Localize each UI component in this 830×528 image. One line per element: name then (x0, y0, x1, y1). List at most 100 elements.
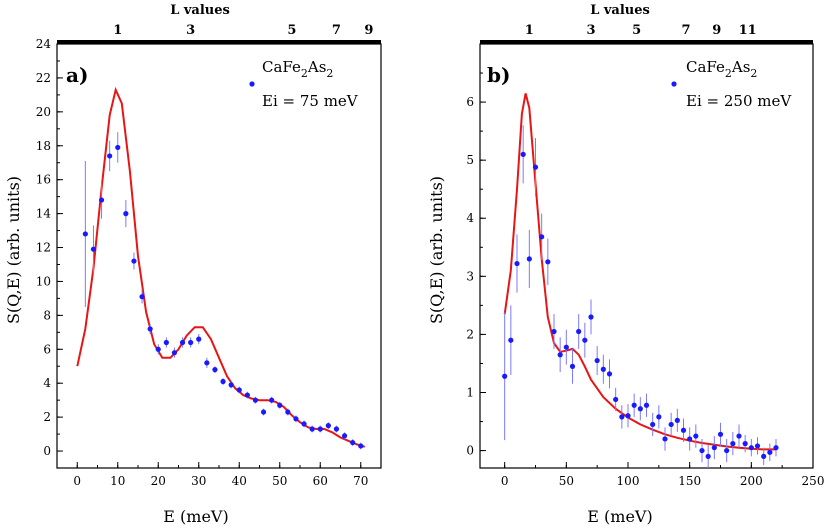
y-axis-title: S(Q,E) (arb. units) (4, 176, 23, 324)
top-tick-label: 7 (332, 23, 341, 38)
y-tick-label: 20 (36, 105, 51, 119)
top-tick-label: 11 (739, 23, 757, 38)
data-point (557, 352, 563, 358)
data-point (90, 246, 97, 252)
top-tick-label: 7 (681, 23, 690, 38)
top-tick-label: 9 (712, 23, 721, 38)
x-tick-label: 0 (73, 474, 81, 488)
data-point (520, 151, 526, 157)
x-tick-label: 10 (110, 474, 125, 488)
data-point (333, 426, 340, 432)
data-point (532, 164, 539, 170)
x-axis-title: E (meV) (163, 507, 228, 526)
data-point (717, 431, 724, 437)
y-tick-label: 1 (466, 385, 474, 399)
data-point (730, 441, 736, 447)
data-point (98, 197, 105, 203)
x-tick-label: 100 (617, 474, 640, 488)
legend: CaFe2As2 Ei = 250 meV (671, 58, 792, 110)
y-tick-label: 0 (466, 444, 474, 458)
data-point (514, 260, 520, 267)
data-point (82, 231, 88, 237)
data-point (563, 344, 569, 350)
x-tick-label: 70 (353, 474, 368, 488)
data-point (754, 443, 761, 449)
y-tick-label: 24 (36, 37, 52, 51)
top-tick-label: 3 (586, 23, 595, 38)
data-point (301, 421, 307, 427)
y-tick-label: 2 (466, 327, 474, 341)
x-axis-ticks: 0 50 100 150 200 250 (501, 462, 824, 488)
y-tick-label: 0 (43, 444, 51, 458)
data-point (539, 234, 545, 240)
data-point (761, 453, 767, 459)
fit-curve (76, 86, 366, 448)
data-point (736, 433, 742, 439)
y-tick-label: 18 (36, 139, 51, 153)
data-point (123, 211, 129, 217)
y-axis-title: S(Q,E) (arb. units) (427, 176, 446, 324)
data-point (252, 397, 259, 403)
top-axis-ticks: 1 3 5 7 9 11 (525, 23, 757, 38)
fit-curve (503, 93, 776, 451)
data-point (204, 360, 210, 366)
data-point (179, 339, 186, 346)
panel-label: b) (487, 63, 510, 87)
data-point (139, 294, 145, 300)
data-point (600, 366, 606, 372)
y-tick-label: 10 (36, 274, 51, 288)
y-tick-label: 4 (43, 376, 51, 390)
panel-a: L values 1 3 5 7 9 a) CaFe2As2 Ei = 75 meV E… (4, 3, 382, 526)
data-points (82, 132, 364, 450)
data-point (107, 153, 113, 159)
data-point (317, 426, 323, 432)
data-point (606, 371, 613, 377)
y-tick-label: 3 (466, 269, 474, 283)
top-tick-label: 5 (632, 23, 641, 38)
data-point (115, 144, 121, 151)
data-point (293, 416, 299, 422)
data-point (325, 423, 331, 429)
data-point (155, 346, 161, 352)
data-point (643, 402, 650, 408)
data-point (693, 433, 699, 439)
legend-ei: Ei = 75 meV (262, 92, 359, 110)
y-tick-label: 2 (43, 410, 51, 424)
top-axis-title: L values (590, 3, 650, 18)
data-point (767, 449, 773, 455)
data-point (674, 417, 680, 423)
top-axis-ticks: 1 3 5 7 9 (113, 23, 373, 38)
y-tick-label: 4 (466, 211, 474, 225)
top-tick-label: 1 (113, 23, 122, 38)
data-point (742, 441, 748, 447)
data-point (588, 314, 594, 320)
data-point (358, 443, 364, 449)
y-tick-label: 5 (466, 153, 474, 167)
top-axis-bar (480, 40, 813, 44)
data-point (637, 406, 643, 412)
legend: CaFe2As2 Ei = 75 meV (249, 58, 359, 110)
x-axis-title: E (meV) (587, 507, 652, 526)
x-tick-label: 0 (501, 474, 509, 488)
data-point (687, 436, 693, 442)
data-point (705, 453, 711, 459)
data-point (228, 382, 234, 388)
data-point (594, 357, 600, 364)
x-axis-ticks: 0 10 20 30 40 50 60 70 (56, 462, 382, 488)
top-tick-label: 9 (364, 23, 373, 38)
y-tick-label: 6 (466, 95, 474, 109)
data-point (212, 367, 218, 373)
x-tick-label: 20 (151, 474, 166, 488)
top-tick-label: 5 (287, 23, 296, 38)
data-point (724, 447, 730, 454)
top-tick-label: 1 (525, 23, 534, 38)
data-point (147, 326, 153, 332)
x-tick-label: 50 (272, 474, 287, 488)
x-tick-label: 30 (191, 474, 206, 488)
data-point (508, 337, 514, 343)
data-point (171, 350, 178, 356)
y-tick-label: 12 (36, 241, 51, 255)
x-tick-label: 50 (559, 474, 574, 488)
